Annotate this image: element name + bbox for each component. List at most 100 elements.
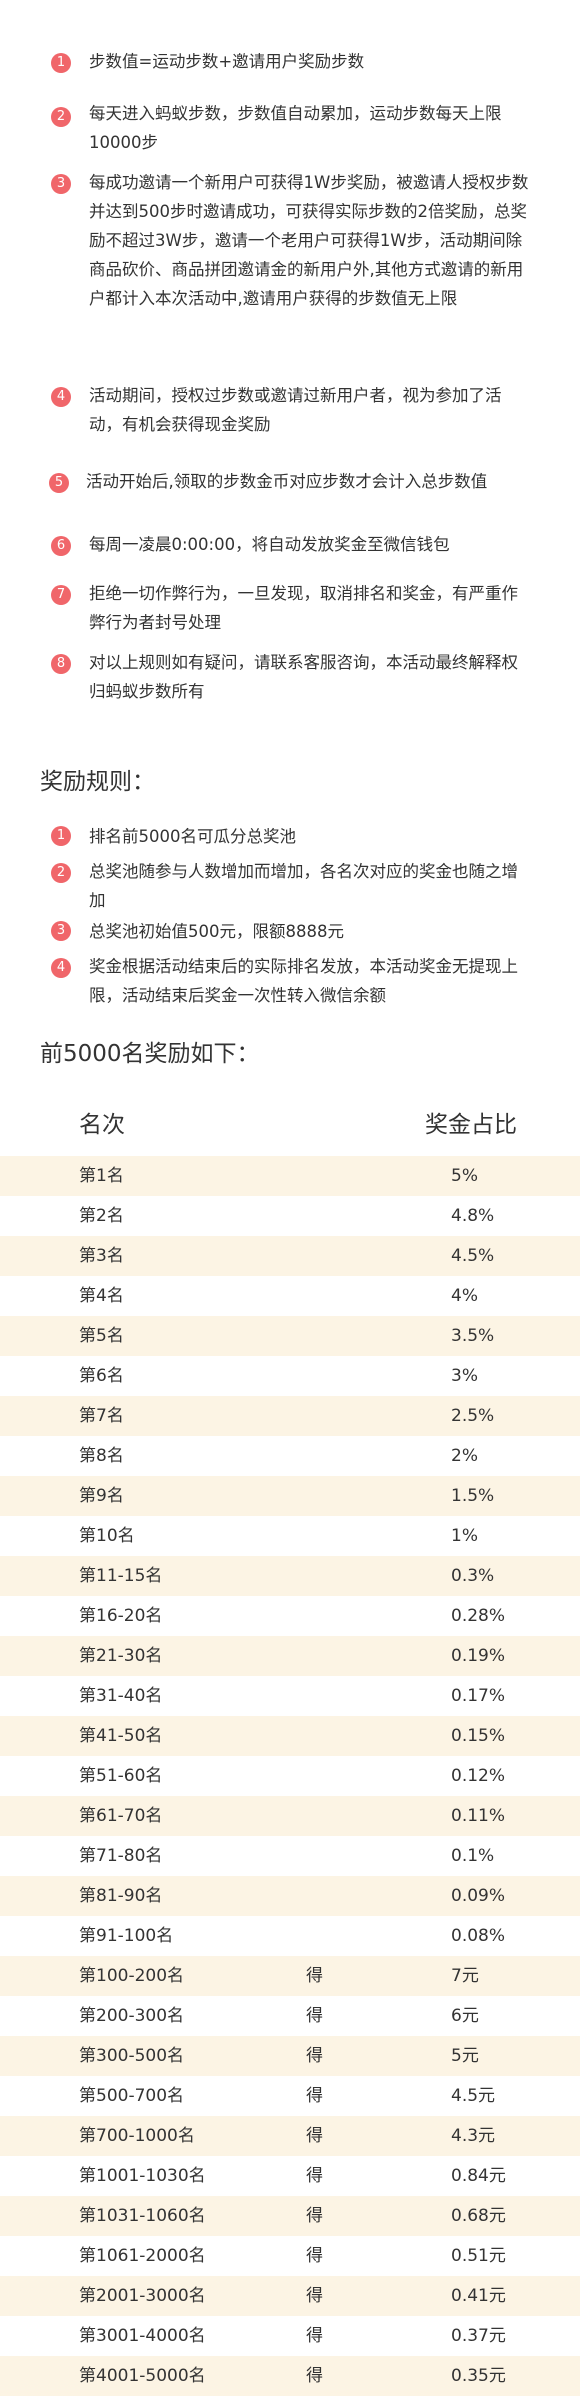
rank-cell: 第61-70名	[79, 1806, 163, 1826]
rule-text: 每周一凌晨0:00:00，将自动发放奖金至微信钱包	[89, 535, 450, 554]
reward-value-cell: 4.3元	[451, 2126, 496, 2146]
reward-value-cell: 0.3%	[451, 1566, 495, 1586]
reward-value-cell: 0.35元	[451, 2366, 506, 2386]
rank-cell: 第7名	[79, 1406, 124, 1426]
reward-value-cell: 0.11%	[451, 1806, 506, 1826]
de-cell: 得	[306, 2366, 323, 2386]
reward-rules-title: 奖励规则：	[40, 769, 155, 795]
rule-number-badge: 3	[51, 921, 71, 941]
rank-cell: 第91-100名	[79, 1926, 174, 1946]
de-cell: 得	[306, 2086, 323, 2106]
table-row: 第2001-3000名 得 0.41元	[0, 2276, 580, 2316]
table-row: 第1名 5%	[0, 1156, 580, 1196]
table-row: 第9名 1.5%	[0, 1476, 580, 1516]
share-column-header: 奖金占比	[425, 1112, 517, 1138]
table-row: 第2名 4.8%	[0, 1196, 580, 1236]
rule-number-badge: 8	[51, 654, 71, 674]
rank-cell: 第3名	[79, 1246, 124, 1266]
reward-value-cell: 2.5%	[451, 1406, 495, 1426]
rank-cell: 第200-300名	[79, 2006, 185, 2026]
rank-cell: 第1名	[79, 1166, 124, 1186]
de-cell: 得	[306, 2206, 323, 2226]
reward-value-cell: 0.51元	[451, 2246, 506, 2266]
reward-value-cell: 0.68元	[451, 2206, 506, 2226]
rule-number-badge: 3	[51, 174, 71, 194]
table-row: 第300-500名 得 5元	[0, 2036, 580, 2076]
table-row: 第21-30名 0.19%	[0, 1636, 580, 1676]
rank-cell: 第9名	[79, 1486, 124, 1506]
reward-value-cell: 0.41元	[451, 2286, 506, 2306]
rule-text: 步数值=运动步数+邀请用户奖励步数	[89, 52, 365, 71]
de-cell: 得	[306, 2046, 323, 2066]
reward-value-cell: 4.5元	[451, 2086, 496, 2106]
de-cell: 得	[306, 1966, 323, 1986]
reward-value-cell: 0.08%	[451, 1926, 506, 1946]
de-cell: 得	[306, 2246, 323, 2266]
rule-text: 拒绝一切作弊行为，一旦发现，取消排名和奖金，有严重作弊行为者封号处理	[89, 584, 518, 632]
rule-number-badge: 1	[51, 53, 71, 73]
reward-value-cell: 0.09%	[451, 1886, 506, 1906]
table-header: 名次 奖金占比	[0, 1108, 580, 1156]
table-row: 第1001-1030名 得 0.84元	[0, 2156, 580, 2196]
table-row: 第10名 1%	[0, 1516, 580, 1556]
table-row: 第4001-5000名 得 0.35元	[0, 2356, 580, 2396]
rank-cell: 第31-40名	[79, 1686, 163, 1706]
table-row: 第8名 2%	[0, 1436, 580, 1476]
table-row: 第700-1000名 得 4.3元	[0, 2116, 580, 2156]
reward-value-cell: 0.12%	[451, 1766, 506, 1786]
rank-cell: 第300-500名	[79, 2046, 185, 2066]
rule-number-badge: 4	[51, 958, 71, 978]
rank-cell: 第1031-1060名	[79, 2206, 206, 2226]
rank-cell: 第41-50名	[79, 1726, 163, 1746]
table-row: 第61-70名 0.11%	[0, 1796, 580, 1836]
reward-value-cell: 0.17%	[451, 1686, 506, 1706]
reward-value-cell: 0.19%	[451, 1646, 506, 1666]
table-row: 第16-20名 0.28%	[0, 1596, 580, 1636]
rank-cell: 第81-90名	[79, 1886, 163, 1906]
table-row: 第1061-2000名 得 0.51元	[0, 2236, 580, 2276]
reward-value-cell: 0.37元	[451, 2326, 506, 2346]
table-row: 第11-15名 0.3%	[0, 1556, 580, 1596]
rule-number-badge: 4	[51, 387, 71, 407]
table-row: 第4名 4%	[0, 1276, 580, 1316]
reward-value-cell: 0.1%	[451, 1846, 495, 1866]
reward-value-cell: 2%	[451, 1446, 478, 1466]
table-row: 第3名 4.5%	[0, 1236, 580, 1276]
rule-text: 活动期间，授权过步数或邀请过新用户者，视为参加了活动，有机会获得现金奖励	[89, 386, 502, 434]
table-row: 第31-40名 0.17%	[0, 1676, 580, 1716]
rank-cell: 第2名	[79, 1206, 124, 1226]
rank-cell: 第11-15名	[79, 1566, 163, 1586]
rule-number-badge: 7	[51, 585, 71, 605]
rank-cell: 第51-60名	[79, 1766, 163, 1786]
table-row: 第200-300名 得 6元	[0, 1996, 580, 2036]
table-body: 第1名 5% 第2名 4.8% 第3名 4.5% 第4名 4% 第5名 3.5% 第6名 3% 第7名 2…	[0, 1156, 580, 2396]
de-cell: 得	[306, 2126, 323, 2146]
reward-value-cell: 0.15%	[451, 1726, 506, 1746]
rule-text: 活动开始后,领取的步数金币对应步数才会计入总步数值	[86, 472, 488, 491]
rule-number-badge: 2	[51, 863, 71, 883]
rank-cell: 第10名	[79, 1526, 135, 1546]
reward-rule-text: 奖金根据活动结束后的实际排名发放，本活动奖金无提现上限，活动结束后奖金一次性转入…	[89, 957, 518, 1005]
rank-cell: 第21-30名	[79, 1646, 163, 1666]
reward-table: 名次 奖金占比 第1名 5% 第2名 4.8% 第3名 4.5% 第4名 4% 第5名 3.5% 第…	[0, 1108, 580, 2396]
reward-value-cell: 4%	[451, 1286, 478, 1306]
de-cell: 得	[306, 2006, 323, 2026]
rule-text: 每成功邀请一个新用户可获得1W步奖励，被邀请人授权步数并达到500步时邀请成功，…	[89, 173, 529, 308]
rank-column-header: 名次	[79, 1112, 125, 1138]
table-row: 第100-200名 得 7元	[0, 1956, 580, 1996]
rule-number-badge: 1	[51, 826, 71, 846]
table-row: 第41-50名 0.15%	[0, 1716, 580, 1756]
rank-cell: 第4名	[79, 1286, 124, 1306]
reward-rule-text: 总奖池随参与人数增加而增加，各名次对应的奖金也随之增加	[89, 862, 518, 910]
rule-number-badge: 2	[51, 107, 71, 127]
reward-value-cell: 7元	[451, 1966, 479, 1986]
reward-value-cell: 1%	[451, 1526, 478, 1546]
reward-value-cell: 6元	[451, 2006, 479, 2026]
rule-text: 每天进入蚂蚁步数，步数值自动累加，运动步数每天上限10000步	[89, 104, 502, 152]
activity-rules: 1 步数值=运动步数+邀请用户奖励步数 2 每天进入蚂蚁步数，步数值自动累加，运…	[0, 0, 580, 760]
table-row: 第91-100名 0.08%	[0, 1916, 580, 1956]
reward-rule-text: 排名前5000名可瓜分总奖池	[89, 827, 296, 846]
rank-cell: 第100-200名	[79, 1966, 185, 1986]
de-cell: 得	[306, 2166, 323, 2186]
